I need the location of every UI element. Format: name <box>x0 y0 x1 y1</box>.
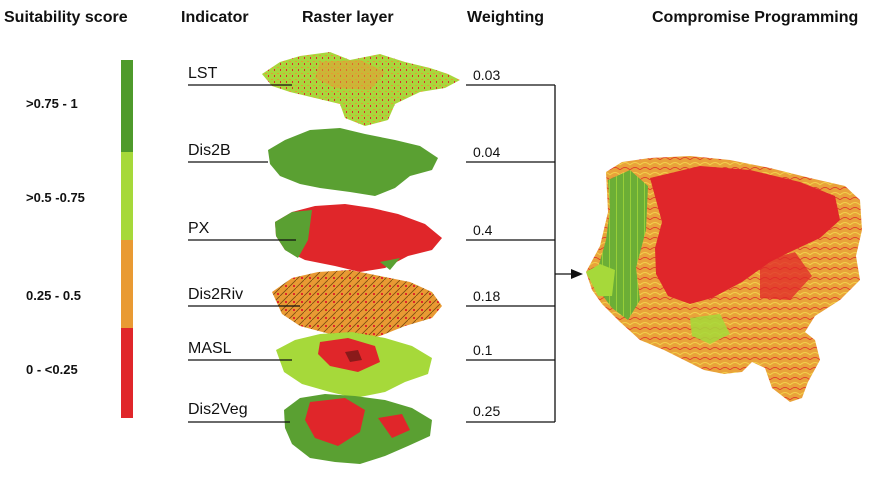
raster-masl <box>276 332 432 398</box>
header-raster-layer: Raster layer <box>302 9 394 26</box>
weight-px: 0.4 <box>473 222 493 238</box>
indicator-label-lst: LST <box>188 65 218 82</box>
header-suitability-score: Suitability score <box>4 9 128 26</box>
indicator-lines <box>188 84 300 423</box>
raster-dis2veg <box>284 394 432 464</box>
indicator-label-dis2riv: Dis2Riv <box>188 286 244 303</box>
weighting-connector-lines <box>466 84 573 423</box>
raster-dis2b <box>268 128 438 196</box>
arrow-head-icon <box>571 269 583 279</box>
legend-label-high: >0.75 - 1 <box>26 96 78 111</box>
raster-dis2riv <box>272 270 442 342</box>
legend-label-mid-high: >0.5 -0.75 <box>26 190 85 205</box>
indicator-label-masl: MASL <box>188 340 232 357</box>
legend-swatch-low <box>121 328 133 418</box>
indicator-label-px: PX <box>188 220 210 237</box>
composite-map <box>586 156 862 402</box>
weight-dis2b: 0.04 <box>473 144 501 160</box>
legend-swatch-high <box>121 60 133 152</box>
weight-dis2riv: 0.18 <box>473 288 501 304</box>
indicator-label-dis2veg: Dis2Veg <box>188 401 248 418</box>
header-weighting: Weighting <box>467 9 545 26</box>
legend-swatch-mid-low <box>121 240 133 328</box>
raster-px <box>275 204 442 272</box>
indicator-label-dis2b: Dis2B <box>188 142 231 159</box>
raster-lst <box>262 52 460 126</box>
legend-label-low: 0 - <0.25 <box>26 362 78 377</box>
header-compromise-programming: Compromise Programming <box>652 9 859 26</box>
legend-label-mid-low: 0.25 - 0.5 <box>26 288 81 303</box>
header-indicator: Indicator <box>181 9 249 26</box>
legend-swatch-mid-high <box>121 152 133 240</box>
weight-masl: 0.1 <box>473 342 493 358</box>
weight-dis2veg: 0.25 <box>473 403 501 419</box>
weight-lst: 0.03 <box>473 67 501 83</box>
